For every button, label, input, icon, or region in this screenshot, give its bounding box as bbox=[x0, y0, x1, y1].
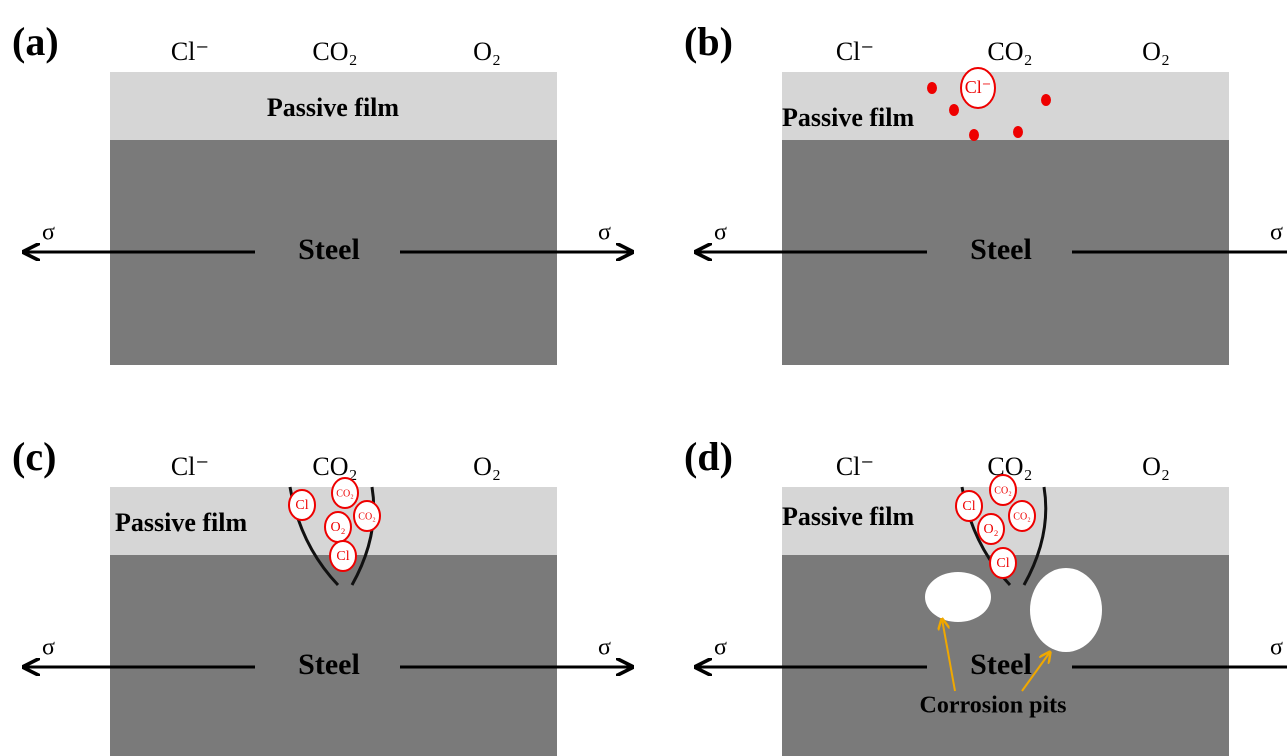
stress-label: σ bbox=[1270, 220, 1283, 246]
stress-label: σ bbox=[714, 220, 727, 246]
stress-label: σ bbox=[598, 220, 611, 246]
steel-label: Steel bbox=[970, 233, 1032, 266]
diagram: (a) Cl⁻ CO₂ O₂ Passive film Steel σ σ (b) Cl⁻ CO₂ O… bbox=[0, 0, 1287, 756]
particle-label: O₂ bbox=[984, 522, 999, 537]
stress-label: σ bbox=[42, 635, 55, 661]
particle-label: Cl bbox=[295, 498, 308, 513]
film-label: Passive film bbox=[782, 103, 914, 132]
ion-label: O₂ bbox=[473, 37, 501, 66]
stress-label: σ bbox=[714, 635, 727, 661]
ion-label: O₂ bbox=[473, 452, 501, 481]
stress-label: σ bbox=[1270, 635, 1283, 661]
ion-label: Cl⁻ bbox=[171, 37, 209, 66]
panel: (b) Cl⁻ CO₂ O₂ Passive film Steel σ σ Cl⁻ bbox=[684, 19, 1287, 365]
ion-label: CO₂ bbox=[312, 452, 357, 481]
panel-label: (d) bbox=[684, 434, 733, 479]
corrosion-pit bbox=[925, 572, 991, 622]
panel: (d) Cl⁻ CO₂ O₂ Passive film Steel σ σ Corrosion … bbox=[684, 434, 1287, 756]
ion-dot bbox=[1041, 94, 1051, 106]
particle-label: O₂ bbox=[331, 520, 346, 535]
ion-dot bbox=[927, 82, 937, 94]
ion-label: CO₂ bbox=[312, 37, 357, 66]
steel-label: Steel bbox=[298, 648, 360, 681]
annotation: Corrosion pits bbox=[920, 693, 1067, 719]
particle-label: Cl bbox=[996, 556, 1009, 571]
particle-label: Cl⁻ bbox=[965, 77, 992, 97]
film-label: Passive film bbox=[115, 508, 247, 537]
panel: (c) Cl⁻ CO₂ O₂ Passive film Steel σ σ Cl CO₂ O₂ CO₂… bbox=[12, 434, 632, 756]
particle-label: Cl bbox=[962, 499, 975, 514]
stress-label: σ bbox=[42, 220, 55, 246]
ion-label: Cl⁻ bbox=[836, 37, 874, 66]
panel-label: (c) bbox=[12, 434, 56, 479]
ion-dot bbox=[949, 104, 959, 116]
particle-label: CO₂ bbox=[994, 485, 1011, 496]
ion-dot bbox=[969, 129, 979, 141]
particle-label: Cl bbox=[336, 549, 349, 564]
ion-label: Cl⁻ bbox=[836, 452, 874, 481]
film-label: Passive film bbox=[782, 502, 914, 531]
panel-label: (b) bbox=[684, 19, 733, 64]
ion-label: O₂ bbox=[1142, 452, 1170, 481]
ion-dot bbox=[1013, 126, 1023, 138]
steel-label: Steel bbox=[970, 648, 1032, 681]
film-label: Passive film bbox=[267, 93, 399, 122]
steel-label: Steel bbox=[298, 233, 360, 266]
ion-label: CO₂ bbox=[987, 37, 1032, 66]
particle-label: CO₂ bbox=[336, 488, 353, 499]
particle-label: CO₂ bbox=[1013, 511, 1030, 522]
ion-label: O₂ bbox=[1142, 37, 1170, 66]
corrosion-pit bbox=[1030, 568, 1102, 652]
stress-label: σ bbox=[598, 635, 611, 661]
ion-label: Cl⁻ bbox=[171, 452, 209, 481]
particle-label: CO₂ bbox=[358, 511, 375, 522]
panel: (a) Cl⁻ CO₂ O₂ Passive film Steel σ σ bbox=[12, 19, 632, 365]
panel-label: (a) bbox=[12, 19, 59, 64]
